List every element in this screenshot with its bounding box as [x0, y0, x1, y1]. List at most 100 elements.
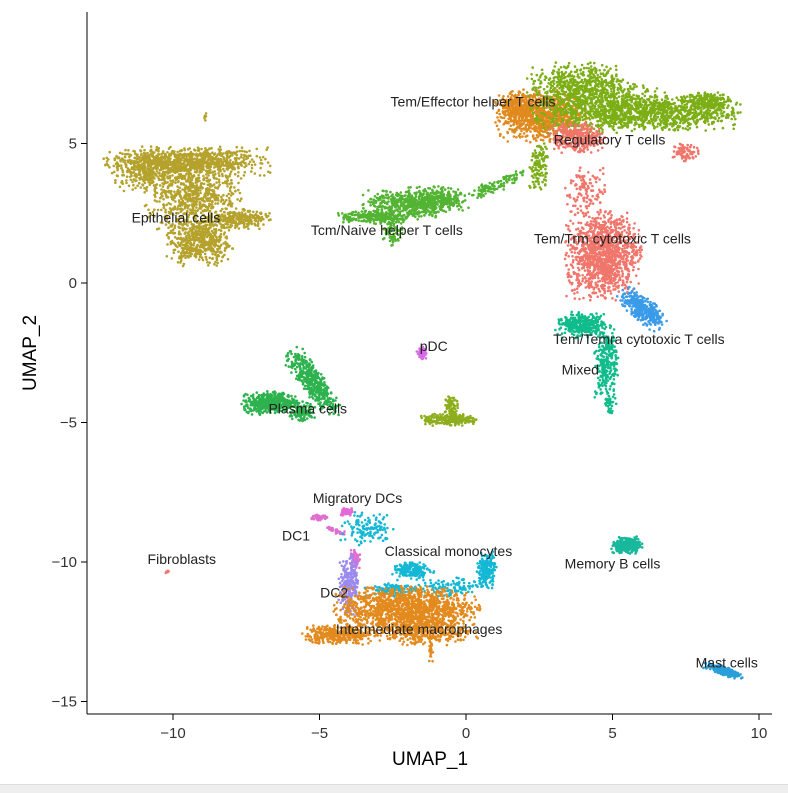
point: [228, 150, 232, 154]
point: [549, 137, 552, 141]
point: [441, 195, 445, 198]
point: [387, 200, 390, 203]
point: [138, 156, 141, 159]
point: [207, 264, 210, 267]
point: [234, 189, 237, 193]
point: [132, 165, 136, 168]
point: [174, 200, 177, 203]
point: [142, 167, 145, 171]
point: [237, 171, 240, 174]
point: [214, 186, 217, 189]
point: [230, 182, 234, 185]
point: [180, 241, 183, 244]
point: [105, 156, 108, 160]
point: [527, 126, 531, 130]
point: [514, 118, 517, 122]
point: [237, 167, 240, 170]
point: [409, 204, 413, 207]
point: [166, 158, 170, 161]
point: [207, 158, 210, 161]
point: [484, 192, 487, 195]
point: [202, 177, 205, 181]
point: [660, 98, 664, 101]
point: [534, 127, 537, 131]
point: [539, 125, 542, 128]
point: [214, 165, 218, 168]
point: [120, 167, 123, 170]
point: [260, 162, 264, 165]
point: [481, 185, 484, 189]
point: [188, 187, 192, 190]
point: [538, 132, 542, 136]
point: [200, 161, 203, 165]
point: [118, 185, 122, 189]
point: [473, 189, 476, 192]
point: [151, 153, 154, 156]
point: [204, 119, 207, 122]
point: [226, 185, 229, 188]
point: [115, 161, 119, 164]
point: [529, 122, 532, 125]
point: [387, 215, 390, 218]
point: [137, 181, 141, 185]
point: [391, 193, 394, 196]
point: [231, 168, 234, 171]
point: [543, 119, 546, 122]
point: [515, 176, 518, 179]
point: [154, 183, 158, 187]
point: [404, 190, 408, 194]
point: [214, 156, 217, 160]
point: [537, 127, 540, 130]
point: [387, 196, 391, 199]
point: [235, 145, 238, 149]
point: [456, 197, 460, 201]
point: [247, 222, 250, 225]
point: [154, 195, 157, 199]
point: [201, 250, 204, 254]
point: [185, 250, 189, 254]
point: [219, 229, 223, 232]
point: [195, 226, 198, 229]
point: [186, 178, 190, 181]
point: [246, 156, 250, 160]
point: [133, 156, 136, 160]
point: [135, 153, 139, 157]
point: [211, 170, 215, 174]
point: [261, 218, 264, 221]
point: [193, 168, 196, 171]
point: [221, 207, 224, 211]
point: [480, 196, 483, 199]
point: [169, 229, 173, 233]
point: [170, 189, 173, 193]
point: [431, 188, 434, 192]
point: [229, 215, 232, 219]
point: [167, 226, 170, 229]
point: [408, 200, 412, 204]
point: [233, 172, 237, 176]
point: [202, 246, 205, 249]
point: [167, 189, 171, 193]
point: [215, 177, 218, 180]
point: [240, 197, 243, 200]
point: [243, 162, 247, 165]
point: [399, 191, 403, 194]
point: [198, 189, 202, 192]
point: [253, 163, 257, 166]
point: [149, 159, 153, 163]
point: [179, 158, 183, 162]
point: [529, 140, 532, 144]
point: [226, 219, 230, 223]
point: [145, 189, 148, 192]
point: [186, 237, 189, 240]
point: [177, 199, 181, 202]
point: [513, 131, 516, 134]
point: [173, 195, 176, 198]
point: [242, 219, 245, 222]
point: [164, 210, 167, 214]
point: [498, 134, 502, 137]
point: [182, 183, 186, 186]
point: [620, 123, 623, 126]
point: [172, 251, 176, 255]
point: [436, 196, 439, 200]
point: [143, 191, 146, 194]
